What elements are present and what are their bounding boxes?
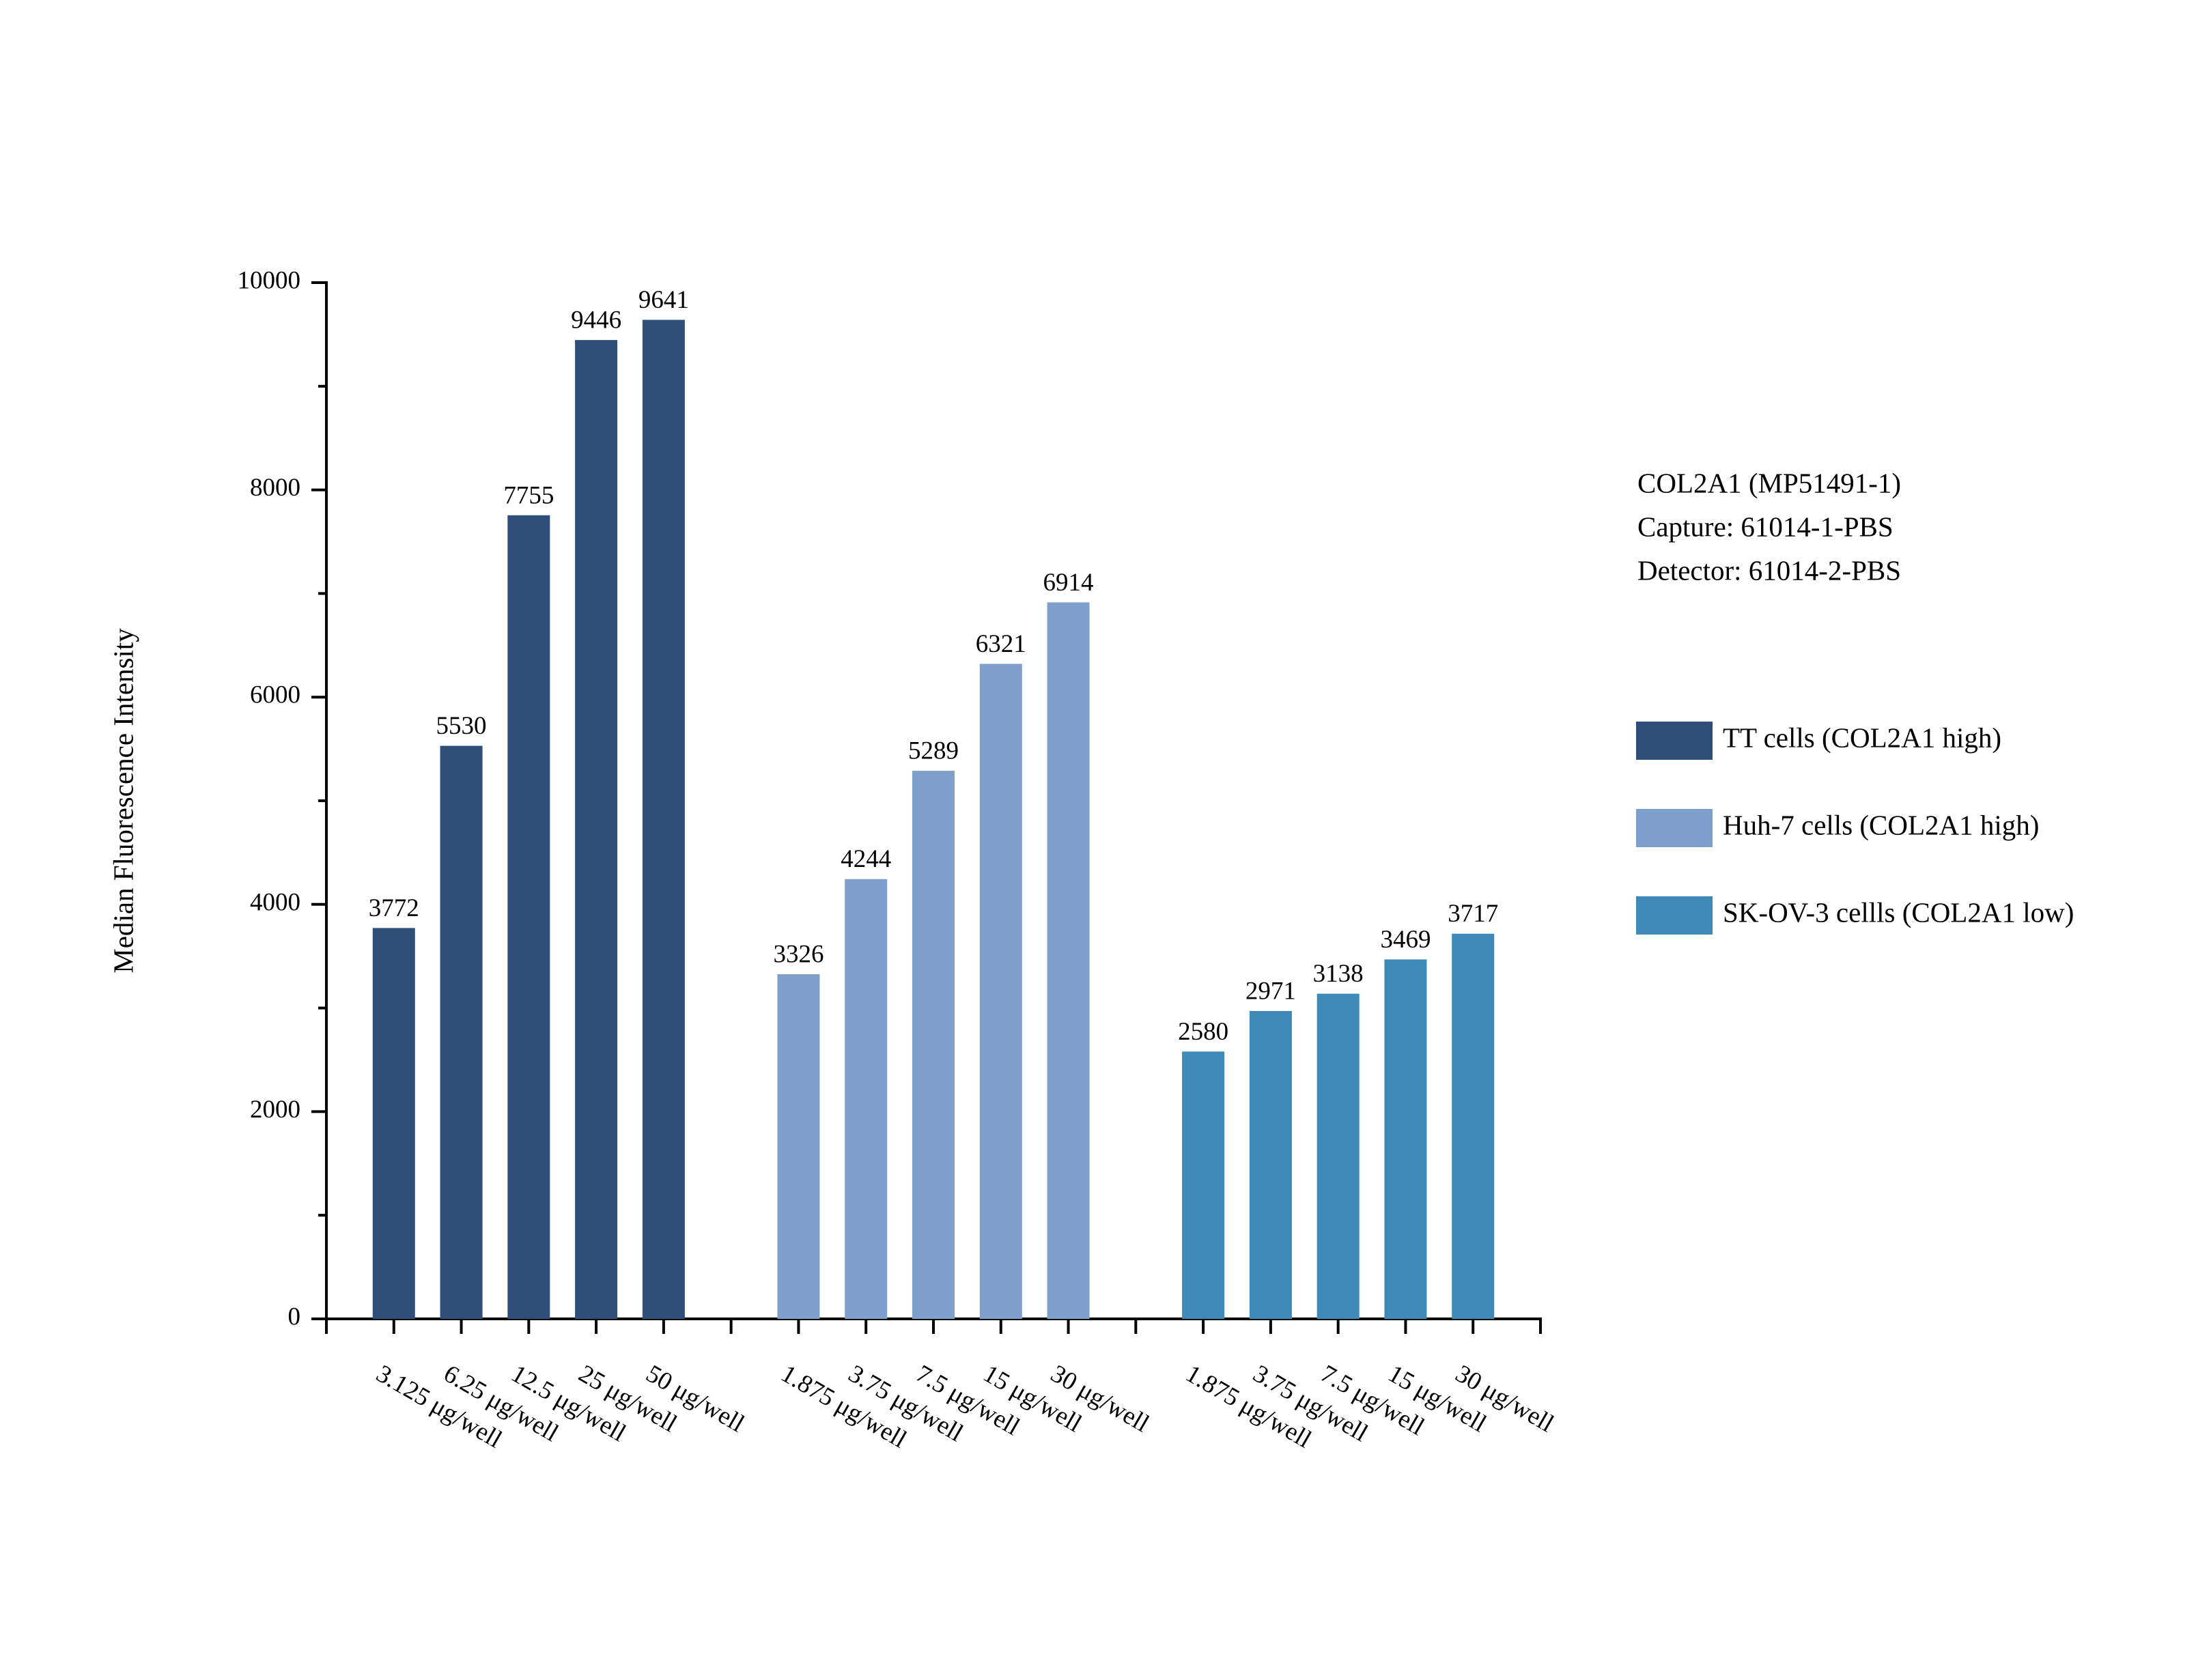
y-tick-label: 6000 <box>250 681 300 709</box>
bar <box>1249 1011 1292 1319</box>
annotation: Capture: 61014-1-PBS <box>1637 511 1894 542</box>
bar <box>372 928 415 1319</box>
value-label: 3717 <box>1448 900 1498 928</box>
value-label: 9641 <box>638 286 689 314</box>
legend-swatch <box>1636 809 1713 847</box>
legend-label: Huh-7 cells (COL2A1 high) <box>1723 809 2039 840</box>
bar <box>642 319 685 1319</box>
value-label: 4244 <box>841 845 891 873</box>
value-label: 9446 <box>571 307 621 334</box>
bar <box>1384 959 1427 1319</box>
value-label: 5289 <box>908 737 959 765</box>
value-label: 5530 <box>436 712 487 740</box>
value-label: 6321 <box>976 630 1026 658</box>
bar <box>1047 602 1090 1319</box>
y-tick-label: 0 <box>288 1302 301 1330</box>
value-label: 3138 <box>1313 960 1364 988</box>
value-label: 2580 <box>1178 1018 1228 1046</box>
legend-label: SK-OV-3 cellls (COL2A1 low) <box>1723 896 2074 928</box>
y-tick-label: 4000 <box>250 888 300 916</box>
y-tick-label: 8000 <box>250 474 300 502</box>
annotation: Detector: 61014-2-PBS <box>1637 554 1901 586</box>
y-tick-label: 2000 <box>250 1096 300 1124</box>
value-label: 2971 <box>1245 977 1296 1005</box>
value-label: 3772 <box>369 894 419 922</box>
value-label: 7755 <box>503 481 554 509</box>
value-label: 3326 <box>773 941 824 969</box>
value-label: 6914 <box>1043 569 1094 597</box>
y-axis-title: Median Fluorescence Intensity <box>107 628 139 973</box>
bar <box>440 745 483 1319</box>
bar <box>912 771 955 1319</box>
bar <box>1317 993 1360 1319</box>
legend-swatch <box>1636 722 1713 760</box>
annotation: COL2A1 (MP51491-1) <box>1637 467 1901 498</box>
bar <box>979 664 1022 1319</box>
bar <box>1182 1051 1225 1319</box>
bar <box>507 515 550 1319</box>
legend-swatch <box>1636 896 1713 935</box>
value-label: 3469 <box>1380 926 1431 954</box>
legend-label: TT cells (COL2A1 high) <box>1723 722 2001 753</box>
bar <box>575 340 618 1320</box>
bar <box>845 879 888 1319</box>
y-tick-label: 10000 <box>238 266 301 294</box>
bar <box>777 974 820 1319</box>
bar <box>1452 933 1495 1319</box>
